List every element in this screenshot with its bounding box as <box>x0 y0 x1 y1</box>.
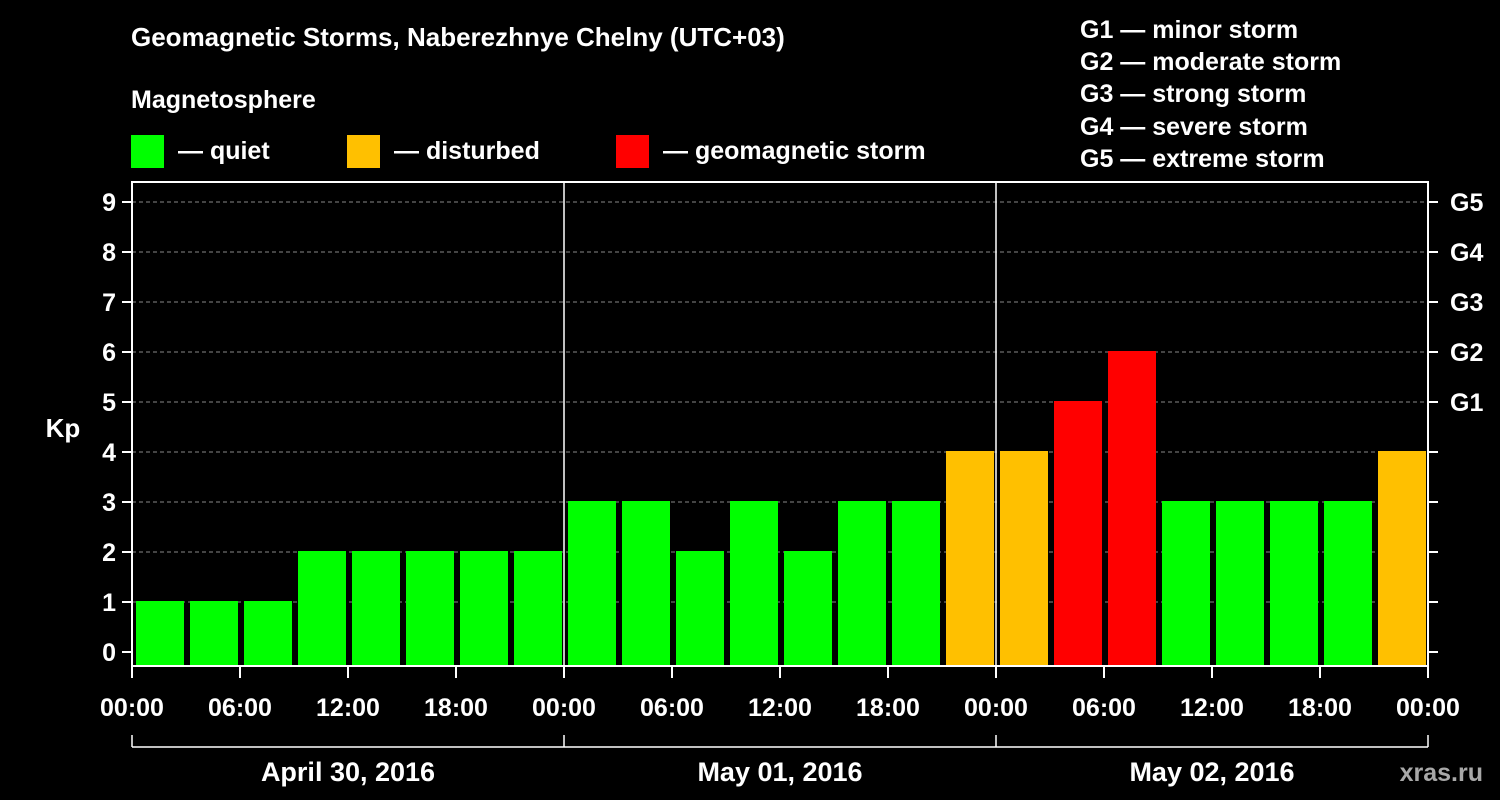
y-tick-label: 0 <box>102 639 116 667</box>
x-tick-label: 00:00 <box>964 694 1028 722</box>
bar <box>1000 451 1048 666</box>
legend-quiet-label: — quiet <box>178 136 270 165</box>
bar <box>676 551 724 666</box>
bar <box>1378 451 1426 666</box>
g-level-label: G2 <box>1450 339 1483 367</box>
g-level-label: G4 <box>1450 239 1483 267</box>
x-tick-label: 18:00 <box>424 694 488 722</box>
legend-disturbed: — disturbed <box>347 134 540 168</box>
date-label: April 30, 2016 <box>261 757 435 787</box>
storm-level-g4: G4 — severe storm <box>1080 112 1308 141</box>
bar <box>406 551 454 666</box>
y-tick-label: 4 <box>102 439 116 467</box>
legend-quiet: — quiet <box>131 134 270 168</box>
legend-storm: — geomagnetic storm <box>616 134 926 168</box>
legend-heading: Magnetosphere <box>131 86 316 114</box>
bar <box>1162 501 1210 666</box>
bar <box>784 551 832 666</box>
y-tick-label: 2 <box>102 539 116 567</box>
y-tick-label: 5 <box>102 389 116 417</box>
watermark: xras.ru <box>1400 759 1483 787</box>
bar <box>298 551 346 666</box>
x-tick-label: 12:00 <box>316 694 380 722</box>
legend-disturbed-label: — disturbed <box>394 136 540 165</box>
g-level-label: G3 <box>1450 289 1483 317</box>
bar <box>1108 351 1156 666</box>
y-tick-label: 3 <box>102 489 116 517</box>
y-tick-label: 6 <box>102 339 116 367</box>
bar <box>352 551 400 666</box>
legend-storm-swatch <box>616 134 649 168</box>
bar <box>622 501 670 666</box>
date-label: May 02, 2016 <box>1129 757 1294 787</box>
g-level-label: G1 <box>1450 389 1483 417</box>
storm-level-g1: G1 — minor storm <box>1080 16 1299 44</box>
chart-title: Geomagnetic Storms, Naberezhnye Chelny (… <box>131 22 785 52</box>
bar <box>1324 501 1372 666</box>
storm-level-list: G1 — minor storm G2 — moderate storm G3 … <box>1080 14 1341 175</box>
grid-lines <box>132 201 1428 603</box>
y-tick-label: 9 <box>102 189 116 217</box>
x-tick-label: 18:00 <box>1288 694 1352 722</box>
x-tick-label: 12:00 <box>1180 694 1244 722</box>
axes: 0 1 2 3 4 5 6 7 8 9 G1 G2 G3 G4 G5 Kp 00:00 06:00 12:00 18:… <box>46 189 1484 787</box>
bar <box>568 501 616 666</box>
x-tick-label: 06:00 <box>1072 694 1136 722</box>
storm-level-g5: G5 — extreme storm <box>1080 144 1325 173</box>
x-tick-label: 06:00 <box>208 694 272 722</box>
legend-quiet-swatch <box>131 134 164 168</box>
bar <box>838 501 886 666</box>
y-tick-label: 1 <box>102 589 116 617</box>
bars <box>136 351 1426 666</box>
x-tick-label: 18:00 <box>856 694 920 722</box>
bar <box>946 451 994 666</box>
bar <box>460 551 508 666</box>
legend-storm-label: — geomagnetic storm <box>663 136 926 165</box>
x-tick-label: 06:00 <box>640 694 704 722</box>
x-tick-label: 12:00 <box>748 694 812 722</box>
storm-level-g3: G3 — strong storm <box>1080 80 1307 109</box>
date-label: May 01, 2016 <box>697 757 862 787</box>
bar <box>730 501 778 666</box>
bar <box>514 551 562 666</box>
bar <box>892 501 940 666</box>
bar <box>244 601 292 666</box>
bar <box>1054 401 1102 666</box>
legend-disturbed-swatch <box>347 134 380 168</box>
storm-level-g2: G2 — moderate storm <box>1080 48 1342 77</box>
x-tick-label: 00:00 <box>1396 694 1460 722</box>
y-axis-label: Kp <box>46 413 81 443</box>
bar <box>1270 501 1318 666</box>
bar <box>190 601 238 666</box>
y-tick-label: 8 <box>102 239 116 267</box>
y-tick-label: 7 <box>102 289 116 317</box>
bar <box>136 601 184 666</box>
bar <box>1216 501 1264 666</box>
x-tick-label: 00:00 <box>100 694 164 722</box>
g-level-label: G5 <box>1450 189 1483 217</box>
x-tick-label: 00:00 <box>532 694 596 722</box>
